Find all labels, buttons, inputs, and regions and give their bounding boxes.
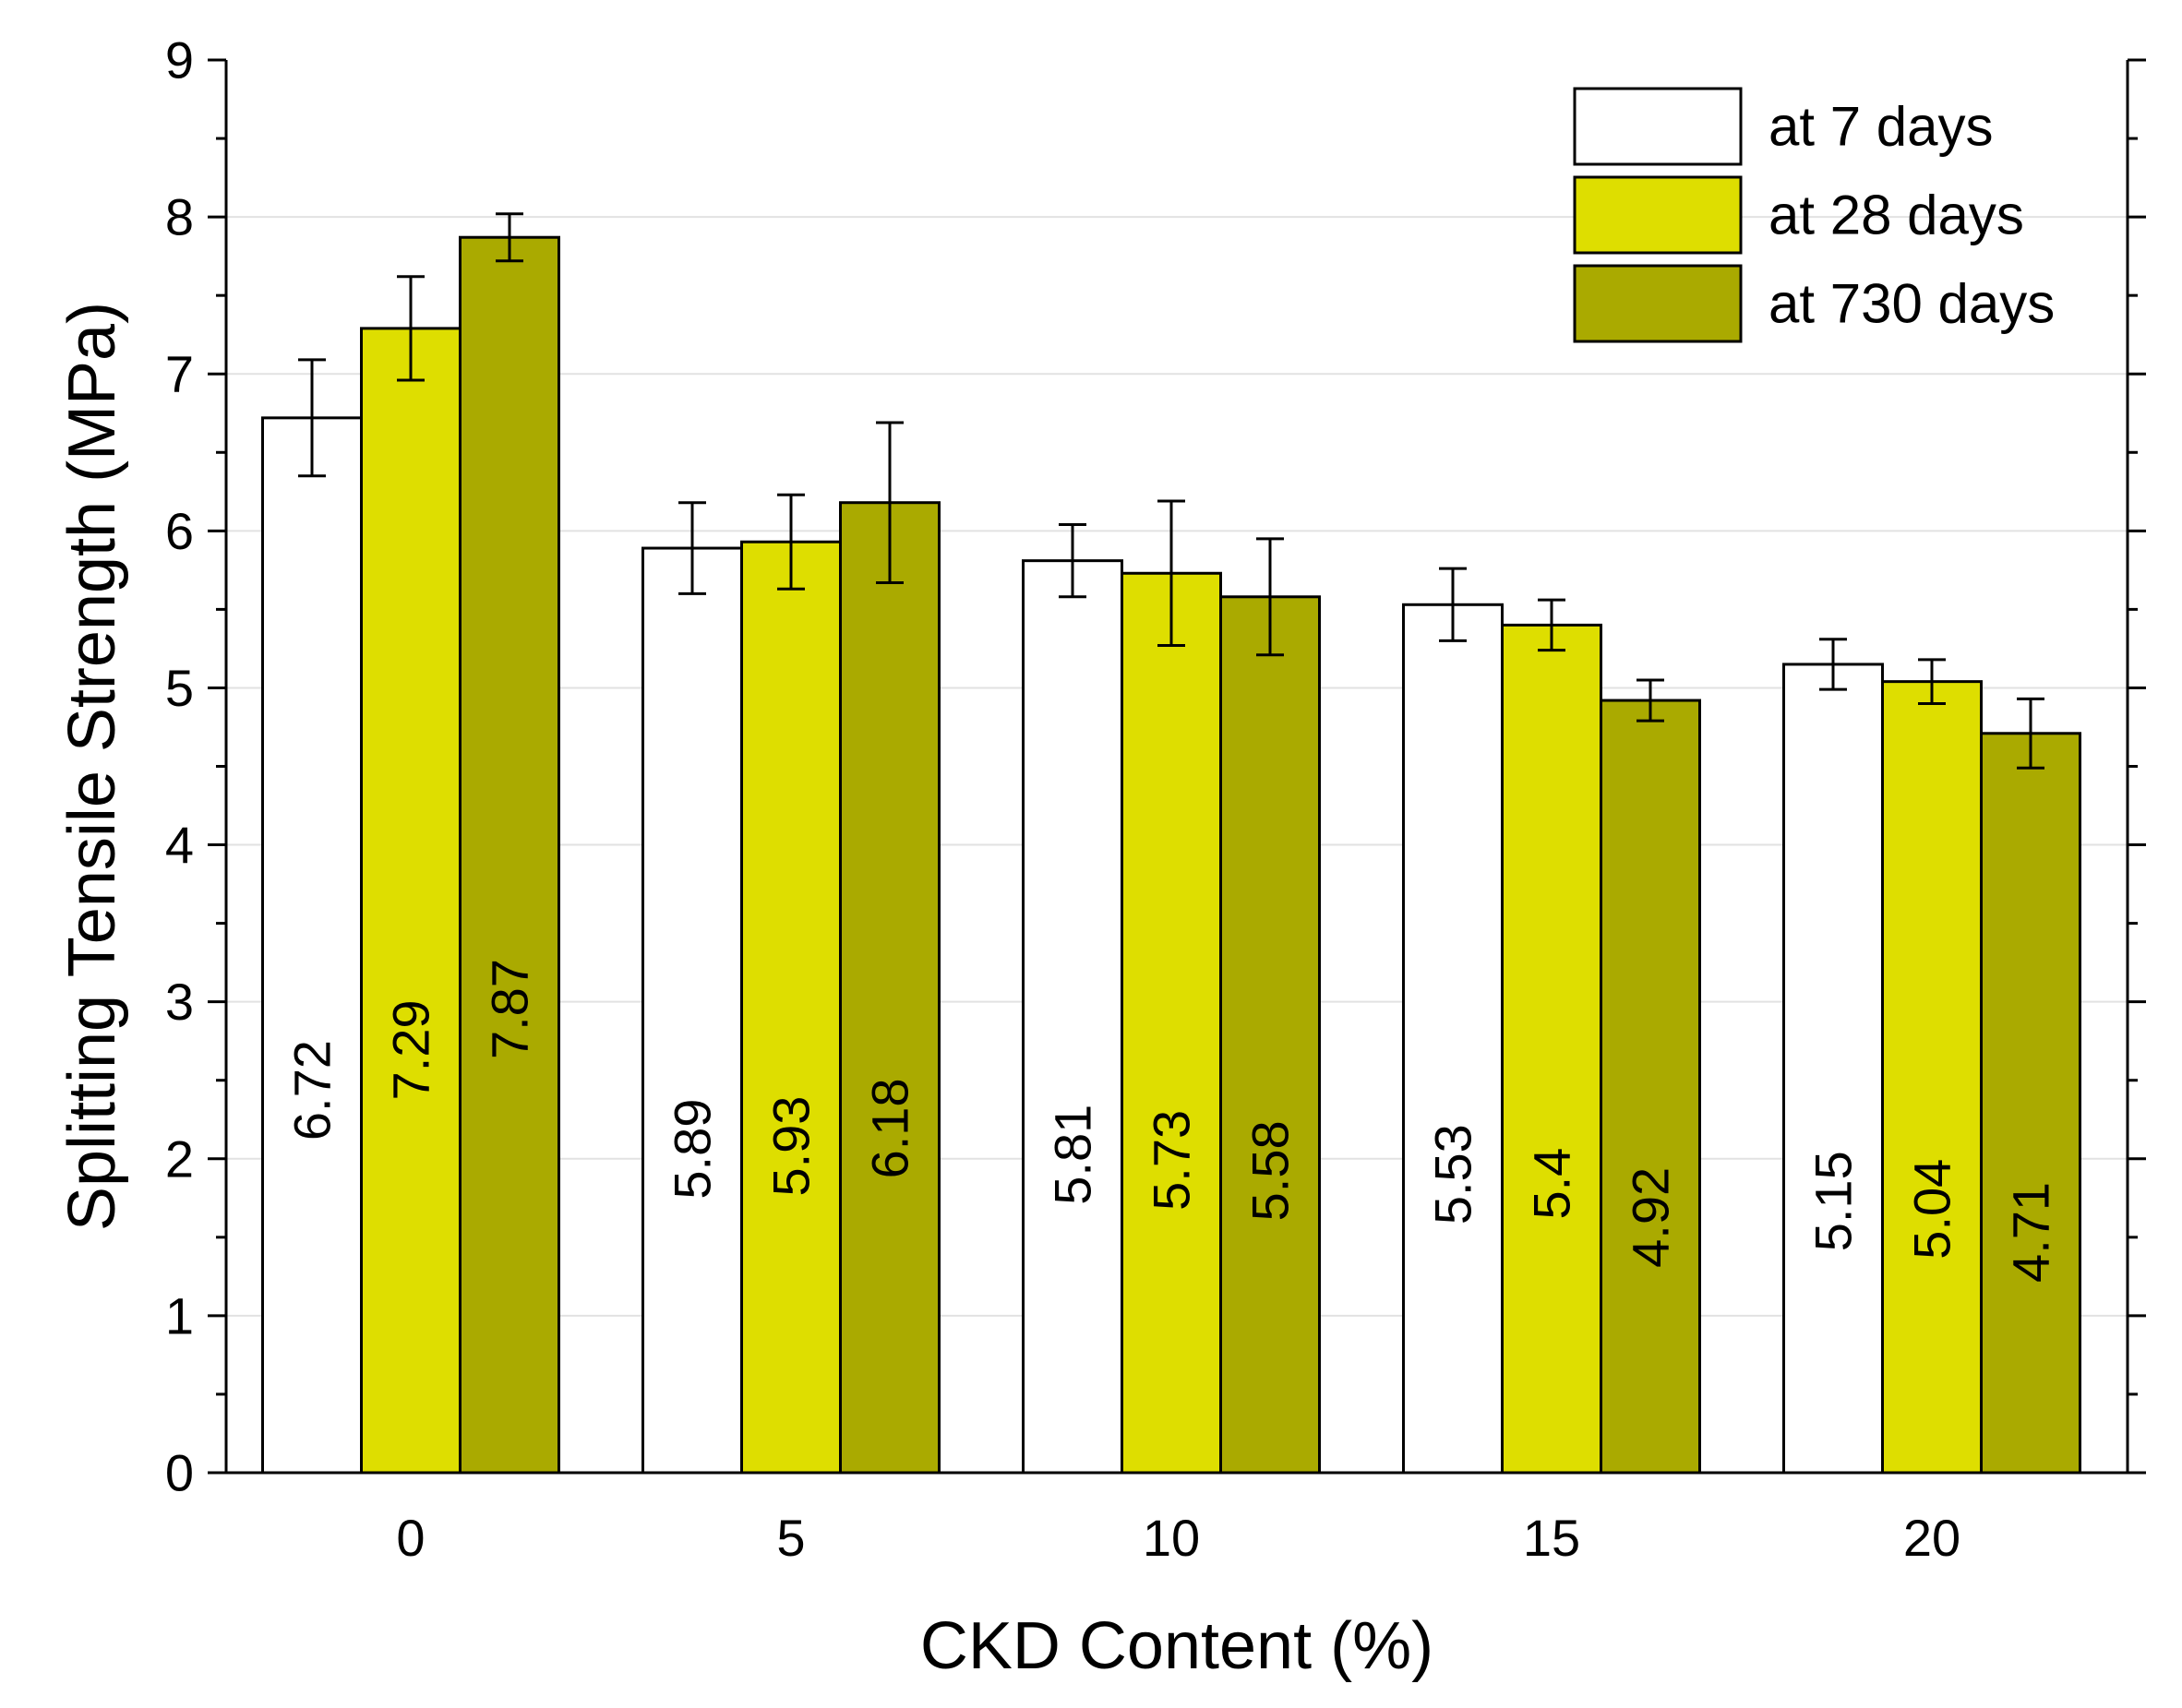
bar [261, 416, 363, 1475]
bar-value-label: 5.89 [664, 1099, 722, 1200]
x-tick-label: 0 [396, 1509, 425, 1567]
legend-swatch [1573, 87, 1743, 166]
bar-value-label: 5.04 [1903, 1159, 1961, 1260]
bar-value-label: 6.18 [861, 1078, 919, 1178]
bar [360, 327, 462, 1475]
bar-value-label: 7.29 [382, 999, 440, 1100]
y-tick-label: 0 [165, 1444, 194, 1502]
y-tick-label: 1 [165, 1286, 194, 1344]
bar [1022, 559, 1123, 1475]
bar [1121, 571, 1222, 1475]
value-labels: 6.72 7.29 7.87 5.89 5.93 6.18 5.81 5.73 5.58 5.53… [283, 959, 2060, 1283]
bar [740, 540, 842, 1475]
bar [459, 235, 560, 1475]
bar-value-label: 5.4 [1523, 1148, 1581, 1220]
bar [1402, 603, 1504, 1475]
bar [1219, 595, 1321, 1475]
bar-value-label: 7.87 [481, 959, 539, 1059]
bar-value-label: 5.81 [1044, 1105, 1102, 1205]
bar-value-label: 4.92 [1622, 1167, 1680, 1268]
bar [1501, 623, 1602, 1475]
y-tick-label: 6 [165, 502, 194, 560]
y-tick-label: 3 [165, 973, 194, 1031]
x-tick-label: 15 [1523, 1509, 1580, 1567]
y-tick-label: 4 [165, 816, 194, 874]
bar-value-label: 6.72 [283, 1040, 342, 1141]
y-tick-label: 5 [165, 659, 194, 717]
y-tick-label: 8 [165, 188, 194, 246]
y-tick-label: 9 [165, 31, 194, 90]
x-axis-title: CKD Content (%) [920, 1609, 1433, 1683]
y-tick-label: 2 [165, 1129, 194, 1188]
x-tick-label: 5 [776, 1509, 805, 1567]
bar [839, 501, 941, 1475]
bar [641, 546, 743, 1475]
legend: at 7 days at 28 days at 730 days [1573, 87, 2055, 343]
bar [1600, 699, 1701, 1475]
y-tick-label: 7 [165, 345, 194, 403]
error-bars [298, 212, 2044, 770]
bar [1980, 732, 2081, 1475]
bar-value-label: 5.15 [1804, 1151, 1863, 1251]
bar-value-label: 4.71 [2002, 1182, 2060, 1283]
legend-label: at 28 days [1768, 185, 2024, 246]
axes: 0 5 10 15 20 0 1 2 3 4 5 6 7 8 9 [165, 31, 2146, 1567]
bar-value-label: 5.93 [762, 1096, 821, 1197]
bar [1881, 680, 1983, 1475]
bar-value-label: 5.53 [1424, 1124, 1482, 1224]
bar-value-label: 5.73 [1143, 1110, 1201, 1211]
legend-swatch [1573, 175, 1743, 255]
x-tick-label: 10 [1143, 1509, 1200, 1567]
legend-swatch [1573, 264, 1743, 343]
legend-label: at 730 days [1768, 273, 2055, 335]
legend-label: at 7 days [1768, 96, 1994, 158]
bar [1782, 663, 1884, 1475]
bar-value-label: 5.58 [1241, 1120, 1300, 1221]
y-axis-title: Splitting Tensile Strength (MPa) [55, 302, 129, 1231]
bars [261, 235, 2081, 1475]
x-tick-label: 20 [1903, 1509, 1960, 1567]
